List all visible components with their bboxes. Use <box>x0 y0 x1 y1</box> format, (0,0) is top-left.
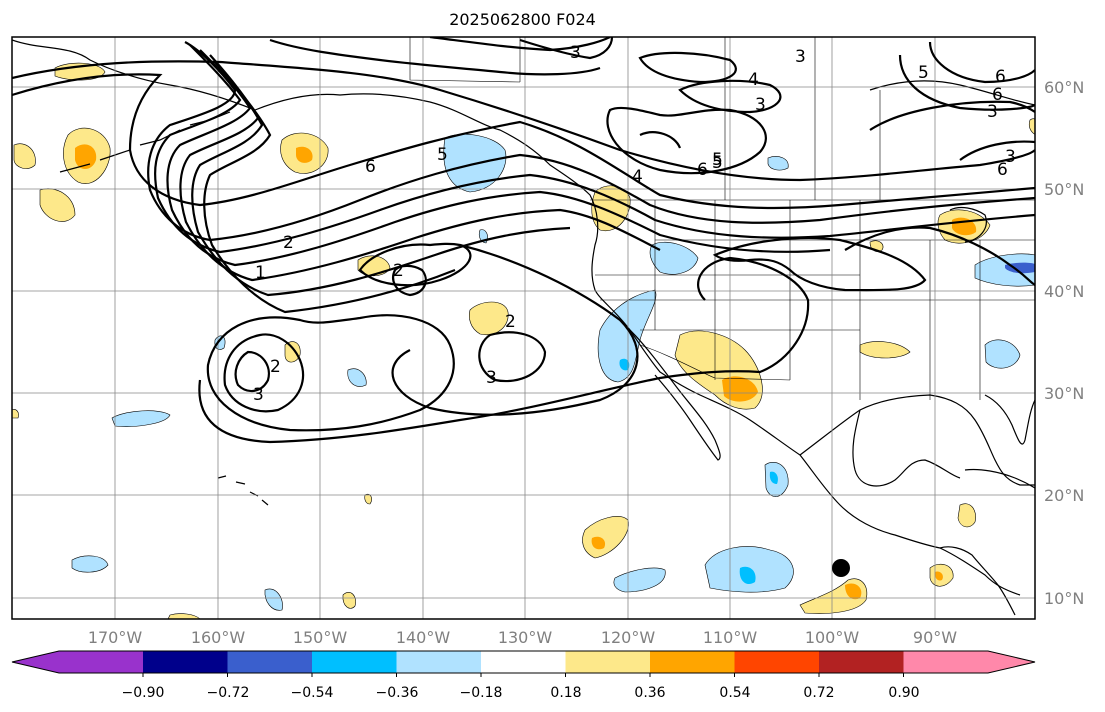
lon-label: 140°W <box>396 628 451 647</box>
colorbar-segment <box>565 651 650 673</box>
colorbar-tick: 0.36 <box>634 685 665 701</box>
lon-label: 90°W <box>913 628 957 647</box>
contour-label: 3 <box>253 385 264 405</box>
colorbar-tick-labels: −0.90 −0.72 −0.54 −0.36 −0.18 0.18 0.36 … <box>122 685 920 701</box>
colorbar-tick: 0.18 <box>550 685 581 701</box>
contour-lines <box>12 37 1035 444</box>
contour-label: 5 <box>712 153 723 173</box>
lon-label: 150°W <box>293 628 348 647</box>
contour-label: 6 <box>365 157 376 177</box>
contour-label: 3 <box>1005 147 1016 167</box>
lat-label: 50°N <box>1044 180 1084 199</box>
graticule <box>12 37 1035 619</box>
contour-label: 5 <box>437 145 448 165</box>
lat-label: 10°N <box>1044 589 1084 608</box>
location-marker-icon <box>832 559 850 577</box>
colorbar-segment <box>396 651 481 673</box>
colorbar-segment <box>227 651 312 673</box>
political-borders <box>409 37 1035 400</box>
contour-label: 5 <box>712 150 723 170</box>
colorbar-extend-low <box>12 651 59 673</box>
contour-label: 3 <box>987 102 998 122</box>
contour-label: 2 <box>270 357 281 377</box>
lon-label: 120°W <box>601 628 656 647</box>
lon-label: 110°W <box>703 628 758 647</box>
contour-label: 6 <box>992 85 1003 105</box>
lon-label: 170°W <box>88 628 143 647</box>
map-frame <box>11 36 1036 620</box>
contour-label: 6 <box>997 160 1008 180</box>
colorbar-tick: −0.90 <box>122 685 165 701</box>
contour-label: 4 <box>632 167 643 187</box>
lat-label: 40°N <box>1044 282 1084 301</box>
lat-label: 30°N <box>1044 384 1084 403</box>
contour-label: 3 <box>755 95 766 115</box>
colorbar-segment <box>312 651 397 673</box>
map-background <box>12 37 1035 619</box>
colorbar-segment <box>903 651 988 673</box>
colorbar-segment <box>59 651 143 673</box>
lon-label: 160°W <box>191 628 246 647</box>
contour-label: 3 <box>486 368 497 388</box>
negative-anomaly-shading <box>71 133 1035 611</box>
contour-label: 6 <box>995 67 1006 87</box>
colorbar-tick: −0.36 <box>376 685 419 701</box>
longitude-labels: 170°W 160°W 150°W 140°W 130°W 120°W 110°… <box>88 628 957 647</box>
colorbar-segment <box>143 651 228 673</box>
lon-label: 130°W <box>498 628 553 647</box>
colorbar-tick: −0.18 <box>460 685 503 701</box>
contour-label: 4 <box>748 70 759 90</box>
contour-label: 3 <box>570 43 581 63</box>
contour-label: 6 <box>697 160 708 180</box>
colorbar-segment <box>650 651 735 673</box>
colorbar <box>11 650 1036 677</box>
contour-label: 2 <box>505 312 516 332</box>
contour-labels: 3 3 4 3 5 6 5 6 4 6 5 6 3 6 2 1 5 2 2 3 … <box>253 43 1016 405</box>
colorbar-tick: −0.54 <box>291 685 334 701</box>
lat-label: 20°N <box>1044 486 1084 505</box>
colorbar-segment <box>734 651 819 673</box>
colorbar-segment <box>819 651 904 673</box>
contour-label: 1 <box>255 263 266 283</box>
lon-label: 100°W <box>805 628 860 647</box>
colorbar-outline <box>11 650 1036 674</box>
latitude-labels: 60°N 50°N 40°N 30°N 20°N 10°N <box>1044 78 1084 608</box>
colorbar-tick: 0.90 <box>888 685 919 701</box>
colorbar-tick: 0.54 <box>719 685 750 701</box>
colorbar-segment <box>481 651 566 673</box>
colorbar-extend-high <box>988 651 1035 673</box>
lat-label: 60°N <box>1044 78 1084 97</box>
map-title: 2025062800 F024 <box>449 10 596 29</box>
contour-label: 2 <box>393 261 404 281</box>
colorbar-tick: 0.72 <box>803 685 834 701</box>
contour-label: 3 <box>795 47 806 67</box>
colorbar-tick: −0.72 <box>207 685 250 701</box>
contour-label: 5 <box>918 63 929 83</box>
contour-label: 2 <box>283 233 294 253</box>
